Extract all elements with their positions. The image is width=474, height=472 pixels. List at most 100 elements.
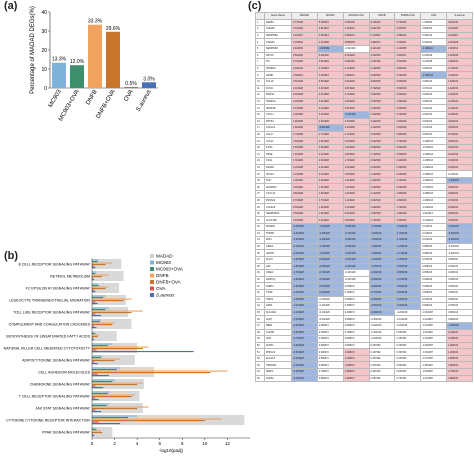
value-cell: 1.701928 <box>342 157 370 165</box>
value-cell: -1.402918 <box>368 242 396 251</box>
bar-s-aureus-11 <box>92 399 99 401</box>
value-cell: 1.198072 <box>342 354 370 363</box>
table-row: 48 CLDN8 -0.801928 0.198072 0.798072 -0.10291… <box>255 328 473 337</box>
bar-s-aureus-5 <box>92 327 97 329</box>
bar-mc903 <box>51 62 67 88</box>
table-row: 6 KRT16 2.801932 3.920182 3.401928 4.302918 4.… <box>255 51 473 60</box>
bar-dnfb-9 <box>92 370 228 372</box>
value-cell: 4.001827 <box>394 51 422 60</box>
row-index-cell: 21 <box>255 150 265 159</box>
value-cell: -1.501928 <box>291 282 318 290</box>
pathway-label: CYTOKINE CYTOKINE RECEPTOR INTERACTION <box>6 419 90 423</box>
bar-dnfb-13 <box>92 418 222 420</box>
value-cell: 0.801928 <box>291 190 318 198</box>
bar-s-aureus-6 <box>92 339 95 341</box>
legend-entry: MC903+OVA <box>156 267 184 272</box>
y-tick-label: 0 <box>44 86 47 92</box>
value-cell: -0.008013 <box>420 137 448 145</box>
table-row: 54 MMP3 -0.201928 0.798072 1.398072 0.497082 0… <box>255 368 473 376</box>
row-index-cell: 52 <box>255 354 265 363</box>
value-cell: -1.102918 <box>368 262 396 271</box>
x-tick-label: 0 <box>91 441 94 446</box>
gene-name-cell: DEFB4 <box>264 18 292 27</box>
value-cell: -0.501928 <box>342 242 370 251</box>
value-cell: 1.780193 <box>446 368 473 376</box>
table-row: 19 CCL22 1.601928 2.601928 2.001928 2.902918 2… <box>255 137 473 145</box>
value-cell: 2.801932 <box>291 51 318 60</box>
value-cell: 3.801929 <box>316 58 344 66</box>
value-cell: -1.002918 <box>394 255 422 264</box>
table-row: 28 PRSS22 0.701928 1.701928 1.101928 2.002918… <box>255 196 473 205</box>
y-axis-label: Percentage of MADAD DEGs(%) <box>30 6 36 94</box>
value-cell: 1.401928 <box>342 176 370 185</box>
value-cell: 3.602918 <box>368 91 396 99</box>
value-cell: 0.098072 <box>342 282 370 290</box>
legend-swatch <box>150 280 154 284</box>
legend-entry: DNFB+OVA <box>156 280 181 285</box>
value-cell: 2.602918 <box>368 157 396 165</box>
value-cell: 0.898072 <box>342 335 370 343</box>
value-cell: 2.202918 <box>394 170 422 178</box>
value-cell: 1.920188 <box>446 51 473 60</box>
value-cell: -0.091987 <box>420 368 448 376</box>
table-row: 2 S100A8 3.421063 4.812937 4.139201 5.902145 5… <box>255 25 473 33</box>
value-cell: 0.798072 <box>342 328 370 337</box>
pathway-label: CELL ADHESION MOLECULES <box>38 371 90 375</box>
value-cell: 1.120193 <box>446 104 473 112</box>
value-cell: -1.001928 <box>291 315 318 323</box>
value-cell: 0.028013 <box>420 288 448 297</box>
value-cell: 0.068013 <box>420 262 448 271</box>
value-cell: 2.501928 <box>342 104 370 112</box>
row-index-cell: 3 <box>255 31 265 40</box>
row-index-cell: 35 <box>255 242 265 251</box>
value-cell: 2.101928 <box>342 130 370 139</box>
bar-mc903-13 <box>92 415 138 417</box>
row-index-cell: 50 <box>255 341 265 350</box>
bar-s-aureus-7 <box>92 351 194 353</box>
value-cell: 1.801928 <box>342 150 370 159</box>
gene-name-cell: THRSP <box>264 229 292 238</box>
value-cell: 1.701928 <box>316 196 344 205</box>
value-cell: 1.401928 <box>316 216 344 224</box>
table-row: 37 PLIN1 -1.901928 -0.901928 -0.301928 -1.202… <box>255 255 473 264</box>
value-cell: 4.982014 <box>368 38 396 46</box>
value-cell: 0.898072 <box>316 374 344 383</box>
value-cell: 3.702918 <box>368 84 396 93</box>
value-cell: 4.102938 <box>368 64 396 73</box>
value-cell: -0.028013 <box>420 150 448 159</box>
gene-name-cell: COL4A4 <box>264 124 292 132</box>
row-index-cell: 44 <box>255 302 265 310</box>
value-cell: -1.702918 <box>368 223 396 231</box>
gene-name-cell: MMP3 <box>264 368 292 376</box>
pathway-label: NATURAL KILLER CELL MEDIATED CYTOTOXICIT… <box>4 347 91 351</box>
value-cell: -0.501928 <box>291 348 318 356</box>
value-cell: 1.701928 <box>291 130 318 139</box>
gene-name-cell: FCHL1 <box>264 84 292 93</box>
value-cell: -0.201928 <box>342 262 370 271</box>
value-cell: 4.201928 <box>368 58 396 66</box>
row-index-cell: 5 <box>255 44 265 53</box>
bar-dnfb-6 <box>92 334 99 336</box>
bar-ova-11 <box>92 397 96 399</box>
value-cell: 0.820193 <box>446 124 473 132</box>
value-cell: 0.022013 <box>420 117 448 126</box>
value-cell: 3.401928 <box>316 84 344 93</box>
pathway-label: PPAR SIGNALING PATHWAY <box>42 431 91 435</box>
row-index-cell: 6 <box>255 51 265 60</box>
value-cell: -0.702918 <box>368 288 396 297</box>
value-cell: 1.201928 <box>291 163 318 172</box>
table-row: 7 PI3 2.701928 3.801929 3.290182 4.201928 3.92… <box>255 58 473 66</box>
value-cell: -0.128013 <box>420 216 448 224</box>
row-index-cell: 37 <box>255 255 265 264</box>
value-cell: 0.297082 <box>368 354 396 363</box>
value-cell: 3.201847 <box>291 31 318 40</box>
value-cell: 0.420193 <box>446 216 473 224</box>
row-index-cell: 20 <box>255 143 265 152</box>
row-index-cell: 15 <box>255 110 265 119</box>
panel-b: (b) B CELL RECEPTOR SIGNALING PATHWAY RET… <box>0 250 260 467</box>
bar-dnfb-4 <box>92 310 143 312</box>
table-row: 4 S100A9 3.019842 4.201938 3.880293 4.982014 4… <box>255 38 473 46</box>
value-cell: 0.118013 <box>420 229 448 238</box>
value-cell: -0.701928 <box>291 335 318 343</box>
value-cell: -2.301928 <box>291 229 318 238</box>
